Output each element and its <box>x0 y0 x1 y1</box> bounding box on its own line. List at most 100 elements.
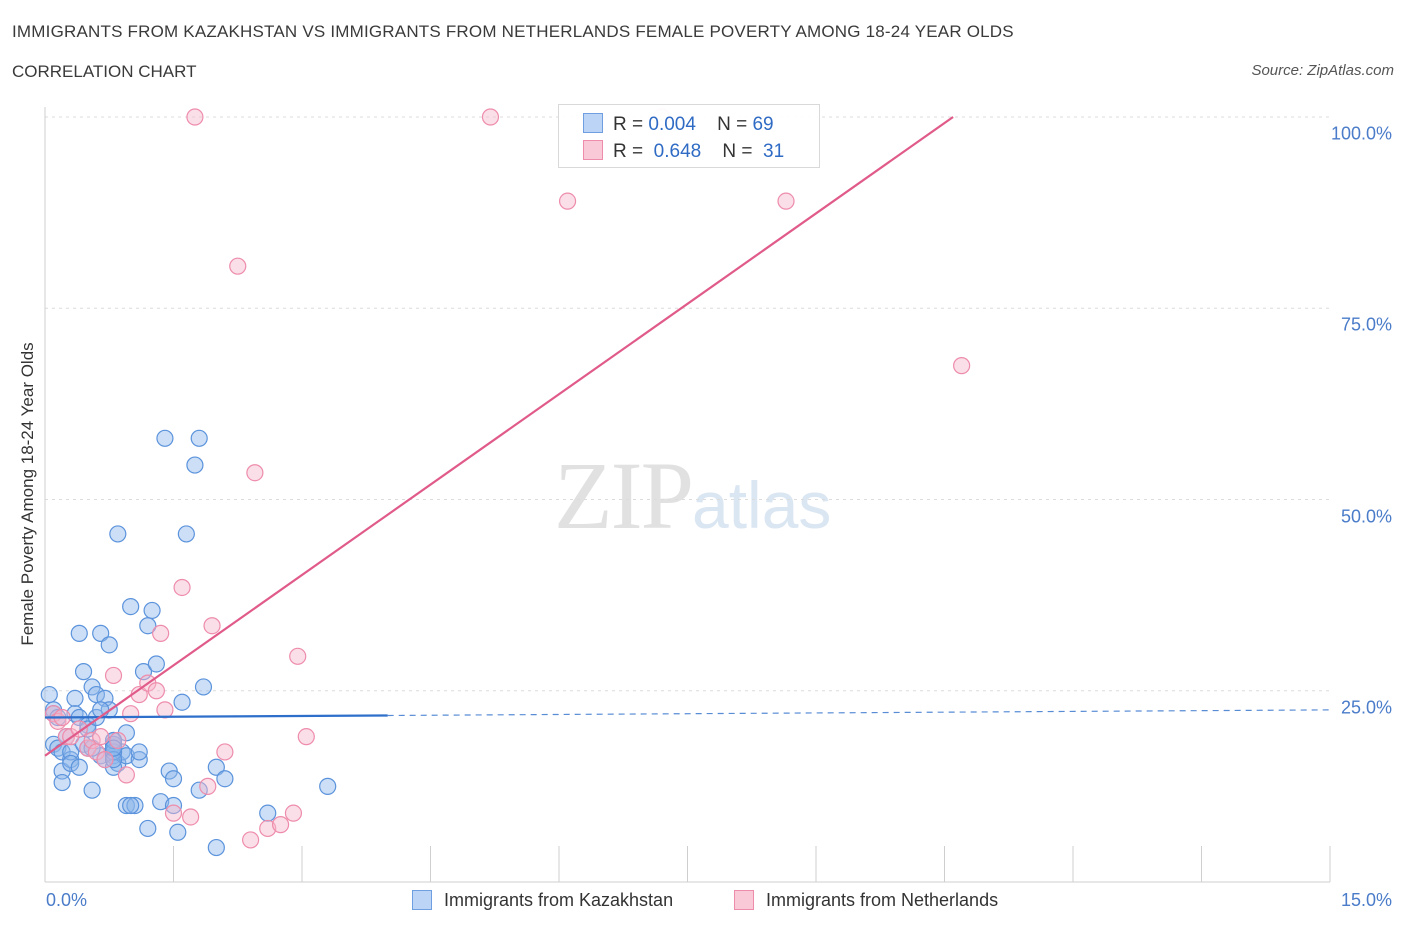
data-point <box>66 689 84 708</box>
chart-title: IMMIGRANTS FROM KAZAKHSTAN VS IMMIGRANTS… <box>12 22 1014 41</box>
data-point <box>92 624 110 642</box>
data-point <box>271 816 290 834</box>
data-point <box>242 831 260 849</box>
data-point <box>156 429 174 447</box>
data-point <box>558 192 577 210</box>
data-point <box>70 720 88 738</box>
data-point <box>147 655 165 673</box>
legend-row-netherlands: R = 0.648 N = 31 <box>583 140 784 163</box>
data-point <box>122 597 140 616</box>
data-point <box>126 796 144 815</box>
series-kazakhstan-points <box>40 429 337 857</box>
data-point <box>173 578 191 597</box>
data-point <box>177 525 195 543</box>
data-point <box>259 804 277 822</box>
data-point <box>96 750 114 769</box>
data-point <box>109 525 127 543</box>
data-point <box>122 796 140 815</box>
data-point <box>74 663 93 681</box>
bottom-legend-swatch-blue <box>412 890 432 910</box>
data-point <box>284 804 303 822</box>
y-tick-label: 50.0% <box>1340 506 1392 526</box>
bottom-legend-netherlands: Immigrants from Netherlands <box>734 890 998 911</box>
data-point <box>777 192 795 210</box>
legend-swatch-pink <box>583 140 603 160</box>
data-point <box>70 624 88 642</box>
legend-r-value: 0.648 <box>653 141 702 162</box>
legend-n-value: 31 <box>763 141 785 162</box>
data-point <box>194 678 213 696</box>
data-point <box>83 781 101 799</box>
data-point <box>164 770 183 788</box>
watermark: ZIPatlas <box>554 440 831 551</box>
data-point <box>70 758 88 776</box>
data-point <box>62 754 80 773</box>
data-point <box>169 823 187 841</box>
data-point <box>190 781 208 799</box>
trend-line-solid <box>44 116 954 757</box>
x-tick-max: 15.0% <box>1340 890 1392 910</box>
data-point <box>152 624 170 642</box>
bottom-legend-label: Immigrants from Netherlands <box>766 890 999 910</box>
legend-r-label: R = <box>613 141 644 162</box>
x-tick-min: 0.0% <box>46 890 88 910</box>
data-point <box>207 758 225 776</box>
data-point <box>199 777 217 795</box>
trend-line-dashed <box>387 709 1331 717</box>
data-point <box>57 728 76 746</box>
watermark-atlas: atlas <box>692 468 832 542</box>
data-point <box>117 747 135 765</box>
legend-row-kazakhstan: R = 0.004 N = 69 <box>583 113 774 136</box>
data-point <box>216 770 234 788</box>
y-tick-label: 100.0% <box>1330 123 1392 144</box>
correlation-legend: R = 0.004 N = 69 R = 0.648 N = 31 <box>558 104 820 168</box>
y-axis-label: Female Poverty Among 18-24 Year Olds <box>18 342 37 646</box>
data-point <box>246 464 264 482</box>
y-tick-label: 75.0% <box>1340 314 1392 335</box>
data-point <box>100 636 118 654</box>
data-point <box>182 808 200 826</box>
data-point <box>207 838 225 857</box>
data-point <box>203 617 221 635</box>
y-tick-label: 25.0% <box>1340 697 1392 718</box>
data-point <box>143 601 161 620</box>
bottom-legend-kazakhstan: Immigrants from Kazakhstan <box>412 890 673 911</box>
data-point <box>40 685 58 704</box>
bottom-legend-swatch-pink <box>734 890 754 910</box>
legend-r-label: R = <box>613 114 644 135</box>
data-point <box>130 743 148 761</box>
data-point <box>139 819 157 838</box>
legend-n-label: N = <box>717 114 748 135</box>
legend-n-label: N = <box>722 141 753 162</box>
data-point <box>122 705 140 723</box>
legend-r-value: 0.004 <box>648 114 696 135</box>
data-point <box>319 777 337 795</box>
data-point <box>147 682 165 700</box>
data-point <box>190 429 208 447</box>
data-point <box>92 728 110 746</box>
watermark-zip: ZIP <box>554 442 694 549</box>
bottom-legend-label: Immigrants from Kazakhstan <box>444 890 674 910</box>
series-netherlands-points <box>44 108 971 849</box>
legend-n-value: 69 <box>752 114 774 135</box>
data-point <box>259 819 277 838</box>
data-point <box>953 357 971 375</box>
data-point <box>156 701 174 719</box>
data-point <box>186 108 204 126</box>
data-point <box>164 804 183 822</box>
data-point <box>173 693 191 711</box>
data-point <box>216 743 234 761</box>
data-point <box>109 731 127 750</box>
legend-swatch-blue <box>583 113 603 133</box>
data-point <box>117 766 135 784</box>
trend-line-solid <box>44 714 388 719</box>
data-point <box>186 456 204 474</box>
data-point <box>481 108 500 126</box>
axes <box>44 107 1331 883</box>
data-point <box>289 647 307 665</box>
trend-lines <box>44 116 1331 757</box>
data-point <box>104 666 123 685</box>
data-point <box>297 728 315 746</box>
gridlines <box>45 116 1330 692</box>
